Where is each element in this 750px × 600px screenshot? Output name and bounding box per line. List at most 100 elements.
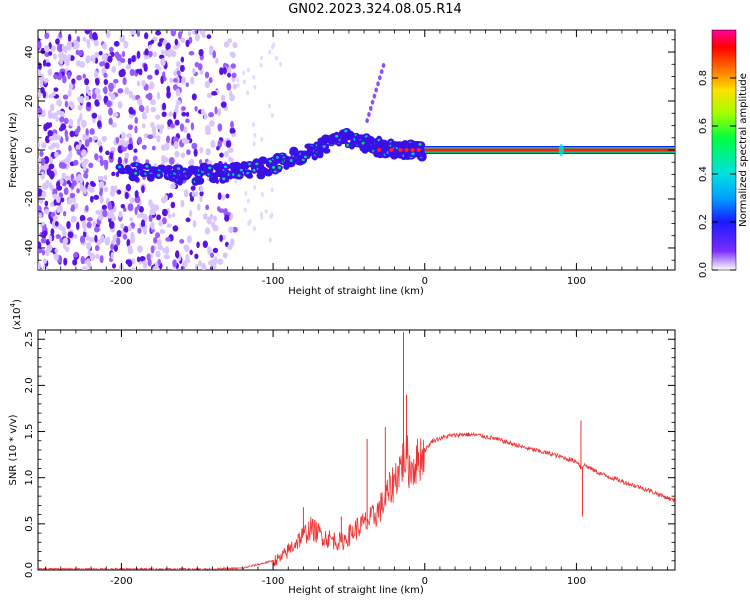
noise-dot <box>117 88 124 94</box>
noise-dot <box>40 237 47 244</box>
noise-dot <box>141 80 146 87</box>
trail-blob <box>157 164 166 171</box>
noise-dot <box>48 145 55 150</box>
noise-dot <box>161 208 168 217</box>
noise-dot <box>87 184 92 192</box>
trail-core <box>411 152 415 156</box>
noise-dot <box>131 267 137 270</box>
noise-dot <box>144 55 148 60</box>
noise-dot <box>67 71 71 80</box>
trail-core <box>361 141 365 145</box>
trail-core <box>272 165 276 169</box>
noise-dot <box>190 122 195 131</box>
noise-dot <box>89 128 95 135</box>
noise-dot <box>190 76 195 85</box>
noise-dot <box>169 77 174 84</box>
noise-dot <box>145 105 150 114</box>
noise-dot <box>63 187 69 195</box>
noise-dot <box>46 168 52 176</box>
noise-dot <box>229 238 235 247</box>
noise-dot <box>150 99 156 106</box>
noise-dot <box>184 258 191 264</box>
noise-dot <box>260 192 264 198</box>
noise-dot <box>38 40 42 50</box>
trail-core <box>418 142 422 146</box>
noise-dot <box>48 122 53 128</box>
noise-dot <box>180 152 186 159</box>
noise-dot <box>107 201 112 210</box>
trail-core <box>277 166 282 170</box>
noise-dot <box>85 242 92 250</box>
y-tick-label: 0.5 <box>24 516 35 532</box>
noise-dot <box>116 230 122 238</box>
noise-dot <box>252 74 256 80</box>
noise-dot <box>75 144 81 150</box>
noise-dot <box>246 90 250 96</box>
noise-dot <box>48 51 53 56</box>
x-tick-label: 0 <box>422 276 428 287</box>
noise-dot <box>219 67 224 76</box>
noise-dot <box>230 63 236 69</box>
noise-dot <box>187 31 192 37</box>
noise-dot <box>52 215 59 221</box>
noise-dot <box>54 253 59 262</box>
noise-dot <box>186 132 191 140</box>
noise-dot <box>117 101 123 109</box>
noise-dot <box>106 100 112 108</box>
noise-dot <box>156 124 161 130</box>
noise-dot <box>127 203 134 212</box>
noise-dot <box>174 150 180 158</box>
figure-title: GN02.2023.324.08.05.R14 <box>288 2 462 17</box>
trail-blob <box>258 156 268 164</box>
noise-dot <box>72 259 78 266</box>
noise-dot <box>172 259 178 268</box>
noise-dot <box>54 248 59 253</box>
noise-dot <box>113 40 120 47</box>
noise-dot <box>84 139 90 147</box>
noise-dot <box>101 135 108 142</box>
noise-dot <box>111 263 117 269</box>
trail-core <box>322 145 326 148</box>
noise-dot <box>124 152 130 159</box>
noise-dot <box>55 134 61 140</box>
snr-line <box>38 431 675 570</box>
noise-dot <box>253 132 257 138</box>
noise-dot <box>167 213 172 219</box>
noise-dot <box>172 225 179 232</box>
noise-dot <box>217 139 222 149</box>
noise-dot <box>172 267 177 270</box>
noise-dot <box>69 192 76 199</box>
noise-dot <box>70 104 75 110</box>
noise-dot <box>103 86 108 95</box>
noise-dot <box>79 176 83 185</box>
trail-blob <box>378 75 382 81</box>
noise-dot <box>271 44 275 50</box>
noise-dot <box>86 217 93 222</box>
noise-dot <box>108 82 114 91</box>
noise-dot <box>62 237 69 245</box>
noise-dot <box>203 112 208 120</box>
trail-core <box>176 167 181 170</box>
noise-dot <box>188 36 193 44</box>
noise-dot <box>51 91 56 97</box>
noise-dot <box>48 93 54 99</box>
noise-dot <box>175 99 181 106</box>
noise-dot <box>209 213 214 220</box>
noise-dot <box>252 141 256 147</box>
noise-dot <box>227 72 231 78</box>
noise-dot <box>83 188 87 195</box>
noise-dot <box>107 55 113 63</box>
noise-dot <box>180 56 185 63</box>
noise-dot <box>68 82 74 90</box>
noise-dot <box>225 193 230 199</box>
noise-dot <box>183 189 189 198</box>
noise-dot <box>118 210 123 218</box>
noise-dot <box>191 190 195 197</box>
noise-dot <box>185 118 190 124</box>
noise-dot <box>94 70 99 79</box>
noise-dot <box>123 40 129 49</box>
noise-dot <box>69 118 74 127</box>
noise-dot <box>67 89 72 97</box>
colorbar-tick-label: 0.0 <box>698 262 709 278</box>
noise-dot <box>248 218 252 224</box>
